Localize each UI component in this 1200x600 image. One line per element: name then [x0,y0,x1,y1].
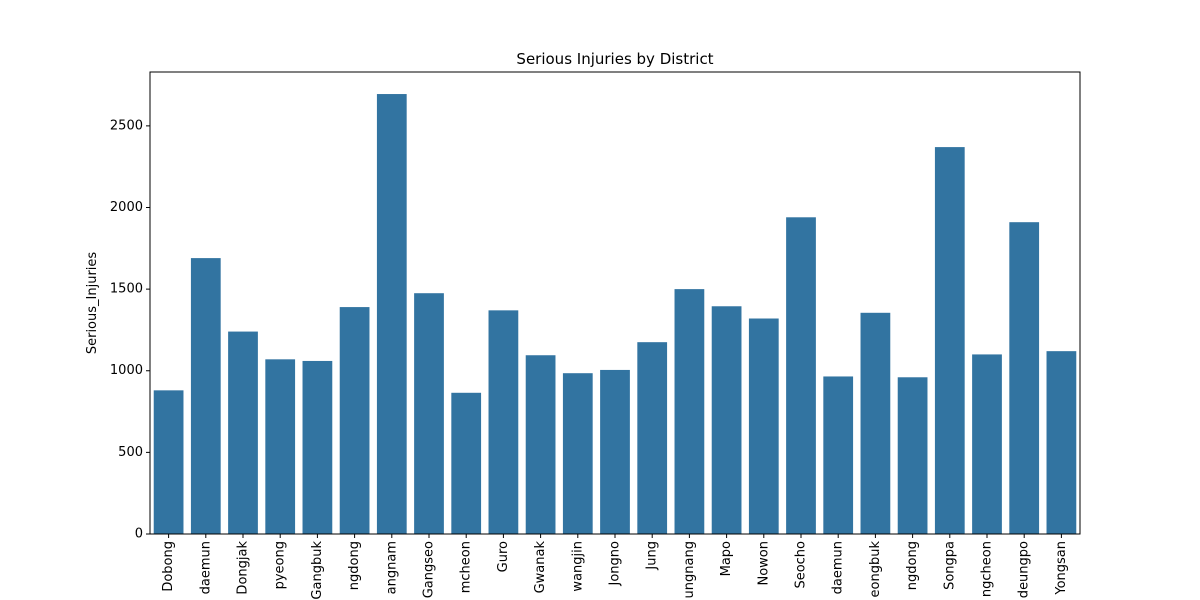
y-axis-label: Serious_Injuries [85,252,100,355]
bar-jung [637,342,668,534]
x-tick-label: Jongno [608,541,623,587]
x-tick-label: Mapo [719,541,734,576]
bar-seongbuk [860,312,891,534]
x-tick-label: daemun [831,541,846,594]
bar-gwangjin [562,373,593,534]
bar-mapo [711,306,742,534]
x-tick-label: daemun [198,541,213,594]
bar-seodaemun [823,376,854,534]
bar-yongsan [1046,351,1077,534]
x-tick-label: Gwanak [533,541,548,594]
plot-frame [149,71,1081,535]
x-tick-label: Dobong [161,541,176,592]
bar-seocho [786,217,816,535]
bar-songpa [934,147,965,535]
bar-jungnang [674,289,705,534]
x-tick-label: Jung [645,541,660,571]
x-tick-label: Seocho [794,541,809,589]
bar-gangbuk [302,360,333,534]
x-tick-label: ngdong [347,541,362,590]
x-tick-label: ngcheon [980,541,995,597]
bar-gwanak [525,355,556,534]
x-tick-label: Dongjak [236,541,251,595]
y-tick-label: 500 [118,445,143,460]
bar-dongjak [228,331,258,534]
x-tick-label: deungpo [1017,541,1032,598]
bar-geumcheon [451,392,482,534]
bar-gangseo [414,293,444,534]
x-tick-label: eongbuk [868,541,883,598]
bar-jongno [600,369,630,534]
x-tick-label: mcheon [459,541,474,593]
y-axis-ticks: 0 500 1000 1500 2000 2500 [110,118,150,542]
bar-yangcheon [972,354,1002,534]
bar-dobong [153,390,184,534]
x-tick-label: wangjin [570,541,585,592]
bar-nowon [748,318,779,534]
bar-dongdaemun [190,258,221,534]
x-tick-label: ungnang [682,541,697,598]
y-tick-label: 2500 [110,118,143,133]
x-tick-label: Yongsan [1054,541,1069,596]
bars-group [153,94,1077,535]
x-tick-label: Songpa [942,541,957,590]
x-tick-label: Gangseo [422,541,437,598]
bar-seongdong [897,377,928,534]
x-axis-ticks: Dobong daemun Dongjak pyeong Gangbuk ngdong an… [161,534,1069,600]
x-tick-label: pyeong [273,541,288,589]
y-tick-label: 1000 [110,363,143,378]
y-tick-label: 2000 [110,200,143,215]
x-tick-label: ngdong [905,541,920,590]
x-tick-label: angnam [384,541,399,594]
bar-guro [488,310,519,534]
x-tick-label: Nowon [756,541,771,586]
bar-yeongdeungpo [1009,222,1040,535]
bar-gangdong [339,307,370,534]
x-tick-label: Gangbuk [310,541,325,600]
bar-gangnam [376,94,407,534]
x-tick-label: Guro [496,541,511,572]
bar-eunpyeong [265,359,296,534]
chart-title: Serious Injuries by District [516,50,713,68]
y-tick-label: 1500 [110,282,143,297]
y-tick-label: 0 [135,527,143,542]
